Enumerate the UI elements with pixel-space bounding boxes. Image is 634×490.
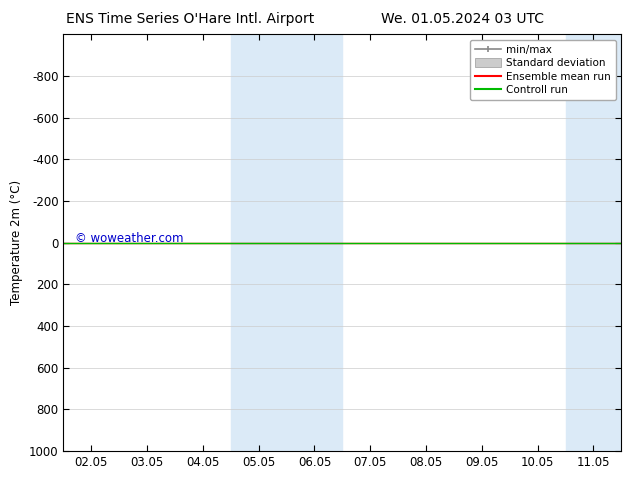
Bar	[231, 34, 342, 451]
Legend: min/max, Standard deviation, Ensemble mean run, Controll run: min/max, Standard deviation, Ensemble me…	[470, 40, 616, 100]
Text: © woweather.com: © woweather.com	[75, 232, 183, 245]
Y-axis label: Temperature 2m (°C): Temperature 2m (°C)	[10, 180, 23, 305]
Text: ENS Time Series O'Hare Intl. Airport: ENS Time Series O'Hare Intl. Airport	[66, 12, 314, 26]
Bar	[566, 34, 621, 451]
Text: We. 01.05.2024 03 UTC: We. 01.05.2024 03 UTC	[381, 12, 545, 26]
